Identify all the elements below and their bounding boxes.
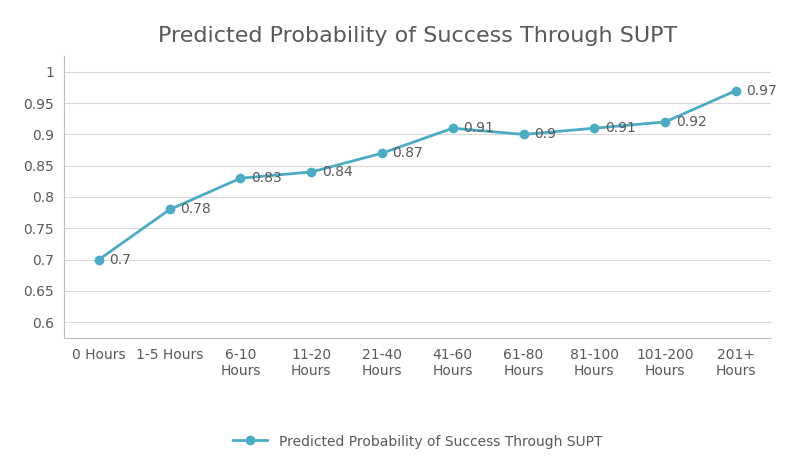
Predicted Probability of Success Through SUPT <box>448 125 457 131</box>
Text: 0.97: 0.97 <box>747 83 778 98</box>
Predicted Probability of Success Through SUPT <box>235 175 245 181</box>
Text: 0.91: 0.91 <box>605 121 636 135</box>
Legend: Predicted Probability of Success Through SUPT: Predicted Probability of Success Through… <box>227 429 607 454</box>
Text: 0.91: 0.91 <box>463 121 494 135</box>
Text: 0.87: 0.87 <box>393 146 424 160</box>
Text: 0.78: 0.78 <box>180 203 211 217</box>
Predicted Probability of Success Through SUPT <box>165 207 174 212</box>
Predicted Probability of Success Through SUPT <box>660 119 669 125</box>
Text: 0.92: 0.92 <box>676 115 707 129</box>
Line: Predicted Probability of Success Through SUPT: Predicted Probability of Success Through… <box>95 86 740 264</box>
Predicted Probability of Success Through SUPT <box>518 132 528 137</box>
Text: 0.83: 0.83 <box>251 171 282 185</box>
Title: Predicted Probability of Success Through SUPT: Predicted Probability of Success Through… <box>157 26 677 46</box>
Predicted Probability of Success Through SUPT <box>731 88 740 93</box>
Predicted Probability of Success Through SUPT <box>589 125 599 131</box>
Predicted Probability of Success Through SUPT <box>306 169 316 175</box>
Predicted Probability of Success Through SUPT <box>377 151 386 156</box>
Text: 0.9: 0.9 <box>534 128 556 142</box>
Text: 0.84: 0.84 <box>322 165 353 179</box>
Predicted Probability of Success Through SUPT <box>94 257 103 262</box>
Text: 0.7: 0.7 <box>110 252 131 266</box>
